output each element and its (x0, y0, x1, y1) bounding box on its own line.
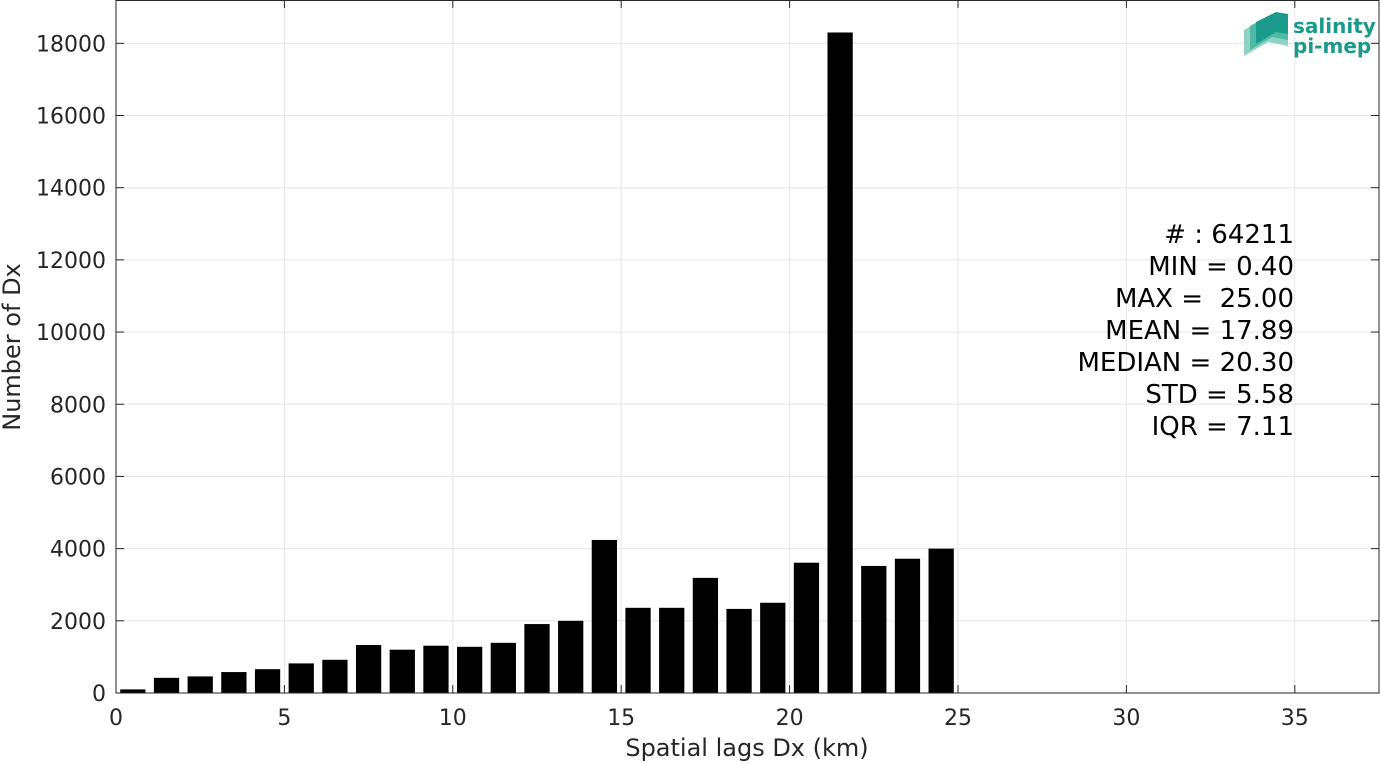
histogram-bar (423, 645, 449, 693)
y-axis-label: Number of Dx (0, 263, 26, 430)
histogram-bar (928, 548, 954, 693)
stat-std: STD = 5.58 (1145, 380, 1294, 410)
histogram-bar (827, 32, 853, 693)
plot-area (116, 0, 1379, 693)
histogram-bar (153, 677, 180, 693)
histogram-bar (861, 565, 887, 693)
y-tick-label: 18000 (36, 32, 106, 57)
x-tick-label: 35 (1281, 706, 1309, 731)
histogram-bar (254, 669, 281, 693)
x-tick-label: 20 (776, 706, 804, 731)
plot-frame (115, 0, 1380, 694)
wave-layers-icon (1244, 12, 1288, 56)
y-tick-label: 2000 (50, 610, 106, 635)
histogram-bar (793, 562, 820, 693)
stats-annotation: # : 64211 MIN = 0.40 MAX = 25.00 MEAN = … (1077, 220, 1294, 442)
stat-iqr: IQR = 7.11 (1152, 412, 1294, 442)
stat-count: # : 64211 (1164, 220, 1294, 250)
x-tick-label: 30 (1112, 706, 1140, 731)
y-tick-label: 16000 (36, 105, 106, 130)
histogram-bar (355, 644, 382, 693)
histogram-bar (524, 624, 550, 693)
y-tick-label: 6000 (50, 465, 106, 490)
histogram-bar (692, 577, 719, 693)
logo-line-1: salinity (1293, 14, 1376, 38)
histogram-bar (760, 602, 786, 693)
logo-line-2: pi-mep (1293, 34, 1371, 58)
histogram-bar (221, 672, 247, 693)
y-tick-label: 12000 (36, 249, 106, 274)
histogram-bar (726, 608, 752, 693)
x-tick-label: 15 (607, 706, 635, 731)
x-tick-label: 0 (109, 706, 123, 731)
y-tick-label: 0 (92, 682, 106, 707)
histogram-bar (894, 558, 921, 693)
x-axis-label: Spatial lags Dx (km) (625, 734, 868, 762)
histogram-bar (288, 663, 314, 693)
y-axis-ticks: 0 2000 4000 6000 8000 10000 12000 14000 16000 180… (36, 32, 1379, 707)
histogram-bar (389, 649, 415, 693)
y-tick-label: 8000 (50, 393, 106, 418)
histogram-bar (490, 642, 516, 693)
stat-mean: MEAN = 17.89 (1105, 316, 1294, 346)
histogram-bar (120, 689, 146, 693)
stat-min: MIN = 0.40 (1148, 252, 1294, 282)
histogram-bar (659, 607, 685, 693)
y-tick-label: 14000 (36, 177, 106, 202)
x-tick-label: 25 (944, 706, 972, 731)
histogram-bar (558, 620, 584, 693)
bars (120, 32, 954, 693)
x-axis-ticks: 0 5 10 15 20 25 30 35 (109, 0, 1309, 731)
histogram-bar (322, 659, 348, 693)
histogram-bar (187, 676, 213, 693)
histogram-bar (457, 646, 483, 693)
x-tick-label: 5 (277, 706, 291, 731)
histogram-bar (591, 539, 617, 693)
stat-max: MAX = 25.00 (1115, 284, 1294, 314)
stat-median: MEDIAN = 20.30 (1077, 348, 1294, 378)
histogram-bar (625, 607, 651, 693)
x-tick-label: 10 (439, 706, 467, 731)
grid (115, 0, 1379, 694)
salinity-pi-mep-logo: salinity pi-mep (1244, 12, 1376, 58)
y-tick-label: 10000 (36, 321, 106, 346)
y-tick-label: 4000 (50, 538, 106, 563)
